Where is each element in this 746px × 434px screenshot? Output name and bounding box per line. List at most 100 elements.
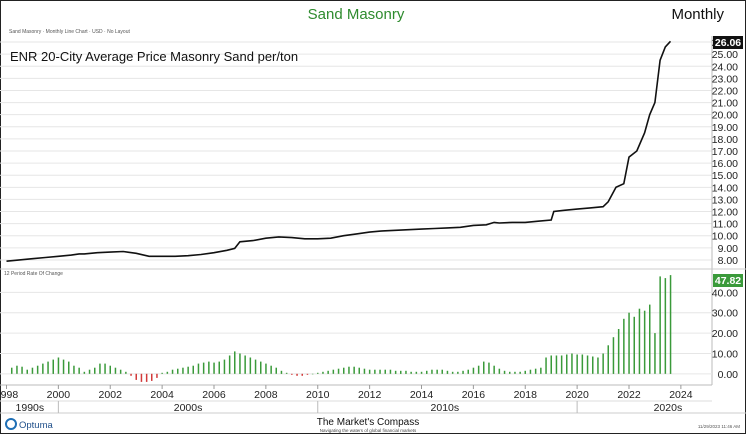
roc-bar bbox=[654, 333, 656, 374]
roc-last-value-box bbox=[713, 274, 743, 287]
roc-bar bbox=[441, 369, 443, 374]
x-year-label: 2012 bbox=[358, 389, 382, 401]
roc-y-tick-label: 40.00 bbox=[712, 287, 738, 299]
x-year-label: 2024 bbox=[669, 389, 693, 401]
roc-bar bbox=[358, 367, 360, 374]
roc-bar bbox=[353, 366, 355, 374]
roc-bar bbox=[218, 361, 220, 374]
roc-bar bbox=[73, 365, 75, 374]
roc-bar bbox=[503, 370, 506, 374]
roc-bar bbox=[348, 366, 350, 374]
roc-bar bbox=[374, 369, 376, 374]
roc-bar bbox=[560, 355, 563, 374]
footer-brand: The Market's Compass bbox=[317, 417, 420, 428]
roc-bar bbox=[104, 363, 106, 374]
roc-bar bbox=[529, 369, 532, 374]
roc-bar bbox=[11, 367, 13, 374]
roc-bar bbox=[540, 367, 542, 374]
price-y-tick-label: 14.00 bbox=[712, 182, 738, 194]
roc-bar bbox=[426, 370, 428, 374]
chart-period-label[interactable]: Monthly bbox=[671, 6, 724, 23]
roc-bar bbox=[405, 370, 407, 374]
roc-bar bbox=[140, 373, 143, 382]
roc-pane-subtitle: 12 Period Rate Of Change bbox=[4, 271, 63, 277]
roc-bar bbox=[62, 359, 65, 374]
x-year-label: 2018 bbox=[514, 389, 538, 401]
roc-bar bbox=[576, 354, 578, 374]
roc-bar bbox=[223, 359, 226, 374]
roc-bar bbox=[607, 345, 609, 374]
price-y-tick-label: 21.00 bbox=[712, 98, 738, 110]
roc-bar bbox=[457, 371, 459, 374]
roc-bar bbox=[145, 373, 148, 382]
x-decade-label: 1990s bbox=[16, 402, 45, 414]
x-year-label: 2004 bbox=[150, 389, 174, 401]
roc-bar bbox=[213, 362, 215, 374]
roc-bars bbox=[11, 275, 672, 382]
roc-bar bbox=[420, 371, 423, 374]
roc-bar bbox=[182, 367, 184, 374]
roc-bar bbox=[301, 373, 303, 376]
roc-bar bbox=[125, 371, 127, 374]
roc-bar bbox=[472, 367, 475, 374]
roc-bar bbox=[633, 316, 635, 374]
price-chart-title: ENR 20-City Average Price Masonry Sand p… bbox=[10, 49, 298, 64]
roc-bar bbox=[275, 367, 277, 374]
roc-bar bbox=[114, 367, 117, 374]
roc-gridlines bbox=[0, 291, 712, 375]
roc-bar bbox=[311, 373, 314, 375]
roc-bar bbox=[612, 337, 615, 374]
roc-bar bbox=[192, 365, 194, 374]
roc-bar bbox=[270, 365, 272, 374]
roc-y-axis: 0.00 10.00 20.00 30.00 40.00 bbox=[712, 287, 738, 380]
roc-bar bbox=[451, 371, 454, 374]
roc-bar bbox=[99, 363, 101, 374]
roc-bar bbox=[26, 369, 28, 374]
roc-bar bbox=[581, 354, 584, 374]
price-y-tick-label: 12.00 bbox=[712, 207, 738, 219]
optuma-logo-text: Optuma bbox=[19, 420, 54, 431]
roc-bar bbox=[285, 372, 288, 374]
roc-bar bbox=[389, 369, 392, 374]
roc-bar bbox=[109, 365, 111, 374]
optuma-logo: Optuma bbox=[5, 418, 54, 431]
roc-bar bbox=[566, 354, 568, 374]
price-y-tick-label: 10.00 bbox=[712, 231, 738, 243]
x-year-label: 2006 bbox=[202, 389, 226, 401]
roc-bar bbox=[151, 373, 153, 381]
roc-bar bbox=[379, 369, 381, 374]
roc-bar bbox=[638, 308, 641, 374]
x-axis-year-labels: 1998 2000 2002 2004 2006 2008 2010 2012 2014 2016… bbox=[0, 385, 693, 401]
roc-bar bbox=[244, 355, 246, 374]
roc-bar bbox=[628, 312, 630, 374]
price-last-value: 26.06 bbox=[715, 37, 741, 49]
x-year-label: 2000 bbox=[47, 389, 71, 401]
roc-bar bbox=[260, 361, 262, 374]
roc-bar bbox=[514, 371, 516, 374]
price-y-tick-label: 11.00 bbox=[713, 219, 739, 231]
roc-bar bbox=[394, 370, 397, 374]
roc-bar bbox=[498, 368, 501, 374]
roc-bar bbox=[545, 357, 547, 374]
roc-bar bbox=[436, 369, 438, 374]
price-gridlines bbox=[0, 36, 746, 385]
x-year-label: 2016 bbox=[462, 389, 486, 401]
roc-bar bbox=[410, 371, 412, 374]
roc-bar bbox=[555, 355, 558, 374]
roc-bar bbox=[586, 355, 589, 374]
roc-bar bbox=[187, 366, 189, 374]
roc-bar bbox=[197, 363, 200, 374]
x-year-label: 1998 bbox=[0, 389, 18, 401]
roc-bar bbox=[602, 353, 604, 374]
roc-bar bbox=[524, 370, 526, 374]
roc-bar bbox=[363, 368, 366, 374]
roc-bar bbox=[400, 370, 402, 374]
roc-bar bbox=[431, 369, 433, 374]
footer-timestamp: 11/29/2023 11:46 AM bbox=[698, 424, 740, 429]
roc-bar bbox=[446, 370, 449, 374]
roc-bar bbox=[415, 371, 418, 374]
price-y-tick-label: 8.00 bbox=[718, 255, 739, 267]
price-pane-subtitle: Sand Masonry · Monthly Line Chart · USD … bbox=[9, 29, 130, 35]
roc-bar bbox=[88, 369, 91, 374]
